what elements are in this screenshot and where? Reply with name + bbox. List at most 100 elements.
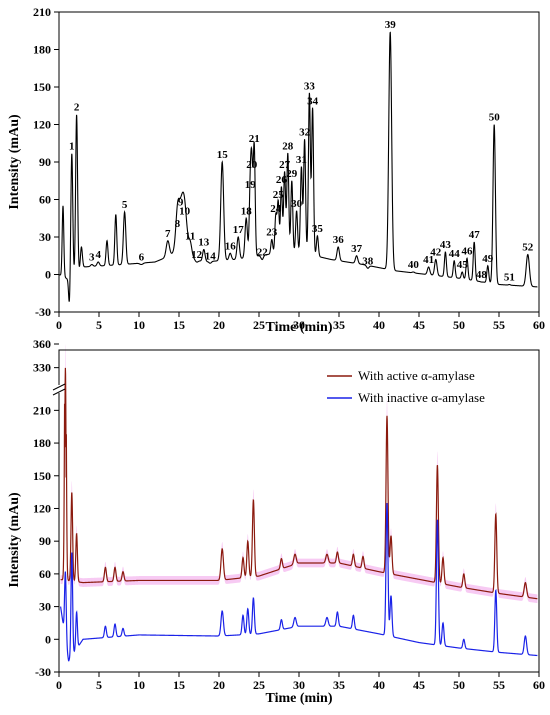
bottom-y-tick-label: 360 [33,337,51,351]
top-y-tick-label: 210 [33,5,51,19]
legend-label-inactive: With inactive α-amylase [358,390,485,405]
top-y-ticks: -30 0 30 60 90 120 150 180 210 [33,5,59,319]
top-y-tick-label: 30 [39,230,51,244]
bottom-traces [60,367,538,662]
peak-label: 4 [95,249,101,261]
top-peak-labels: 123 4567891011121314151617181920212223242… [69,19,534,284]
bottom-y-tick-label: 90 [39,534,51,548]
peak-label: 37 [351,243,363,255]
bottom-x-tick-label: 40 [373,678,385,692]
peak-label: 24 [270,203,282,215]
peak-label: 26 [276,174,288,186]
active-series-error-band [60,344,538,604]
top-y-axis-title: Intensity (mAu) [7,114,22,210]
peak-label: 41 [423,254,434,266]
top-x-tick-label: 30 [293,318,305,332]
peak-label: 44 [449,248,461,260]
peak-label: 28 [282,140,294,152]
peak-label: 22 [257,247,269,259]
peak-label: 36 [333,234,345,246]
peak-label: 38 [362,255,374,267]
top-x-ticks: 0 5 10 15 20 25 30 35 40 45 50 55 60 [56,312,545,332]
bottom-x-tick-label: 25 [253,678,265,692]
peak-label: 13 [198,237,210,249]
bottom-y-tick-label: 120 [33,501,51,515]
top-y-tick-label: 180 [33,43,51,57]
bottom-x-tick-label: 10 [133,678,145,692]
peak-label: 50 [489,112,501,124]
bottom-y-tick-label: 30 [39,600,51,614]
bottom-x-tick-label: 15 [173,678,185,692]
top-x-tick-label: 0 [56,318,62,332]
bottom-x-axis-title: Time (min) [265,691,332,706]
peak-label: 16 [225,240,237,252]
bottom-y-tick-label: 180 [33,436,51,450]
bottom-x-tick-label: 45 [413,678,425,692]
bottom-x-tick-label: 55 [493,678,505,692]
peak-label: 25 [273,189,285,201]
peak-label: 29 [286,168,298,180]
peak-label: 32 [299,127,311,139]
top-x-tick-label: 40 [373,318,385,332]
top-x-tick-label: 55 [493,318,505,332]
peak-label: 19 [245,179,257,191]
bottom-y-tick-label: 150 [33,469,51,483]
peak-label: 8 [175,218,181,230]
peak-label: 11 [185,230,195,242]
peak-label: 30 [291,198,303,210]
top-y-tick-label: 120 [33,118,51,132]
top-x-tick-label: 25 [253,318,265,332]
bottom-y-axis-title: Intensity (mAu) [7,492,22,588]
top-x-tick-label: 15 [173,318,185,332]
peak-label: 31 [296,154,307,166]
axis-break-gap [55,385,63,393]
peak-label: 34 [307,95,319,107]
top-y-tick-label: 60 [39,193,51,207]
top-x-tick-label: 60 [533,318,545,332]
inactive-amylase-trace [60,502,538,662]
peak-label: 20 [246,159,258,171]
peak-label: 49 [482,253,494,265]
peak-label: 14 [205,250,217,262]
axis-break-slash [52,388,66,396]
peak-label: 33 [304,80,316,92]
legend: With active α-amylase With inactive α-am… [327,368,485,405]
top-x-tick-label: 50 [453,318,465,332]
peak-label: 15 [217,149,229,161]
bottom-x-tick-label: 50 [453,678,465,692]
peak-label: 42 [430,247,442,259]
peak-label: 10 [179,205,191,217]
bottom-error-bands [60,344,538,604]
peak-label: 23 [266,227,278,239]
bottom-y-ticks: -30 0 30 60 90 120 150 180 210 330 360 [33,337,59,679]
bottom-y-tick-label: -30 [35,665,51,679]
peak-label: 48 [476,269,488,281]
peak-label: 51 [504,272,515,284]
top-y-tick-label: 90 [39,155,51,169]
peak-label: 43 [440,239,452,251]
legend-label-active: With active α-amylase [358,368,475,383]
top-trace-line [58,31,538,302]
bottom-y-tick-label: 60 [39,567,51,581]
peak-label: 17 [233,224,245,236]
top-x-tick-label: 5 [96,318,102,332]
bottom-x-tick-label: 30 [293,678,305,692]
top-y-tick-label: 150 [33,80,51,94]
axis-break-slash [52,383,66,391]
bottom-x-tick-label: 20 [213,678,225,692]
axis-break-mark [52,383,66,396]
top-x-tick-label: 45 [413,318,425,332]
bottom-y-tick-label: 0 [45,632,51,646]
peak-label: 7 [165,228,171,240]
peak-label: 45 [457,259,469,271]
peak-label: 40 [408,259,420,271]
peak-label: 27 [279,159,291,171]
bottom-x-tick-label: 60 [533,678,545,692]
peak-label: 46 [462,245,474,257]
top-y-tick-label: 0 [45,268,51,282]
top-y-tick-label: -30 [35,305,51,319]
